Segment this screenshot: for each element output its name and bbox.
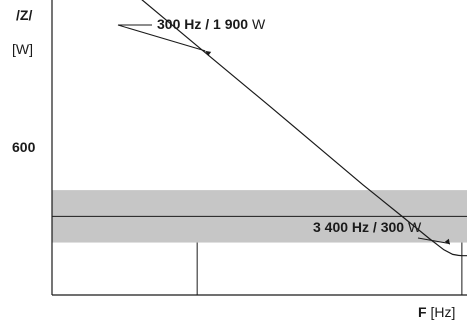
y-tick-label-600: 600: [12, 139, 36, 155]
annotation-300hz-arrowhead: [205, 50, 212, 56]
annotation-300hz-leader: [117, 24, 206, 52]
y-axis-symbol: /Z/: [16, 7, 33, 23]
x-axis-symbol: F: [418, 304, 427, 320]
annotation-3400hz-unit: W: [407, 219, 422, 235]
x-axis-unit: [Hz]: [430, 304, 456, 320]
annotation-300hz-value: 300 Hz / 1 900: [157, 16, 249, 32]
annotation-3400hz-value: 3 400 Hz / 300: [313, 219, 405, 235]
annotation-3400hz-leader: [417, 237, 450, 245]
annotation-300hz: 300 Hz / 1 900 W: [157, 17, 265, 31]
annotation-3400hz-arrowhead: [444, 238, 450, 245]
annotation-3400hz: 3 400 Hz / 300 W: [313, 220, 421, 234]
annotation-300hz-unit: W: [251, 16, 266, 32]
impedance-curve-0: [141, 0, 467, 257]
x-axis-label: F [Hz]: [418, 305, 455, 319]
y-axis-unit: [W]: [12, 41, 33, 57]
